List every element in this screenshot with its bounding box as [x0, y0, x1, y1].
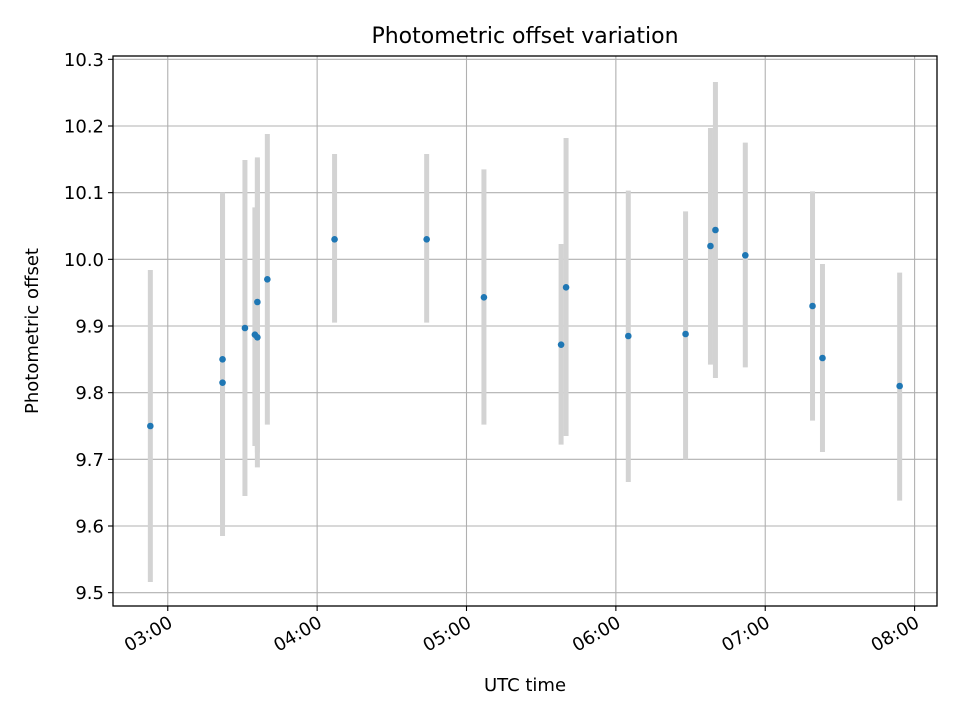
x-axis-label: UTC time — [484, 675, 566, 696]
y-tick-label: 10.2 — [64, 117, 104, 138]
y-tick-label: 10.3 — [64, 50, 104, 71]
data-point — [712, 226, 719, 234]
y-tick-label: 10.0 — [64, 250, 104, 271]
y-tick-label: 9.8 — [75, 383, 104, 404]
y-tick-label: 9.5 — [75, 583, 104, 604]
data-point — [562, 284, 570, 291]
data-point — [809, 302, 816, 310]
y-tick-label: 9.7 — [75, 450, 104, 471]
data-point — [254, 334, 261, 341]
data-point — [423, 236, 430, 243]
y-tick-label: 9.6 — [75, 517, 104, 538]
plot-frame — [112, 55, 938, 607]
data-point — [625, 332, 632, 340]
data-point — [147, 422, 154, 430]
y-axis-ticks: 9.5 9.6 9.7 9.8 9.9 10.0 10.1 10.2 10.3 — [64, 50, 113, 604]
data-point — [557, 341, 565, 348]
data-point — [219, 379, 226, 386]
data-point — [254, 298, 261, 306]
data-point — [331, 236, 338, 243]
data-point — [742, 252, 749, 259]
chart-title: Photometric offset variation — [371, 24, 678, 49]
y-axis-label: Photometric offset — [22, 248, 43, 414]
data-point — [480, 294, 488, 301]
data-point — [682, 330, 689, 338]
data-point — [264, 276, 271, 283]
data-points — [147, 226, 903, 430]
data-point — [819, 354, 826, 362]
y-tick-label: 10.1 — [64, 183, 104, 204]
gridlines — [113, 56, 937, 606]
data-point — [707, 242, 714, 250]
data-point — [241, 324, 249, 332]
data-point — [219, 356, 226, 363]
data-point — [896, 382, 903, 390]
y-tick-label: 9.9 — [75, 317, 104, 338]
